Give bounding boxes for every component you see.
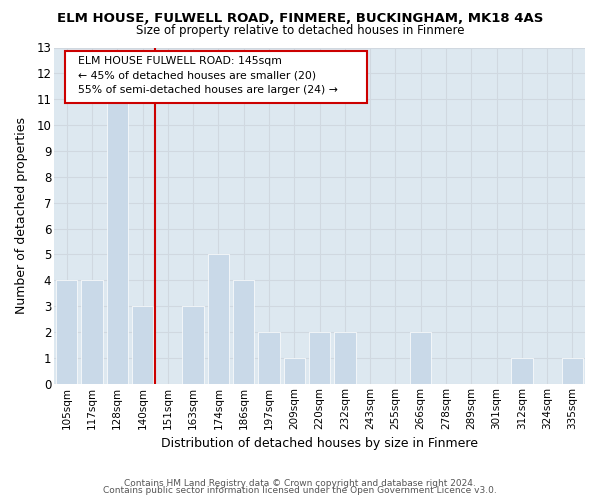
Text: Contains HM Land Registry data © Crown copyright and database right 2024.: Contains HM Land Registry data © Crown c… (124, 478, 476, 488)
Text: ELM HOUSE FULWELL ROAD: 145sqm
← 45% of detached houses are smaller (20)
55% of : ELM HOUSE FULWELL ROAD: 145sqm ← 45% of … (78, 56, 338, 94)
Bar (81, 280, 103, 384)
Bar (284, 358, 305, 384)
Bar (233, 280, 254, 384)
FancyBboxPatch shape (65, 51, 367, 103)
Y-axis label: Number of detached properties: Number of detached properties (15, 117, 28, 314)
Bar (410, 332, 431, 384)
Bar (208, 254, 229, 384)
Bar (258, 332, 280, 384)
Bar (56, 280, 77, 384)
Bar (132, 306, 154, 384)
Text: ELM HOUSE, FULWELL ROAD, FINMERE, BUCKINGHAM, MK18 4AS: ELM HOUSE, FULWELL ROAD, FINMERE, BUCKIN… (57, 12, 543, 26)
Text: Contains public sector information licensed under the Open Government Licence v3: Contains public sector information licen… (103, 486, 497, 495)
Bar (334, 332, 356, 384)
X-axis label: Distribution of detached houses by size in Finmere: Distribution of detached houses by size … (161, 437, 478, 450)
Bar (309, 332, 330, 384)
Bar (511, 358, 533, 384)
Text: Size of property relative to detached houses in Finmere: Size of property relative to detached ho… (136, 24, 464, 37)
Bar (182, 306, 204, 384)
Bar (107, 99, 128, 384)
Bar (562, 358, 583, 384)
